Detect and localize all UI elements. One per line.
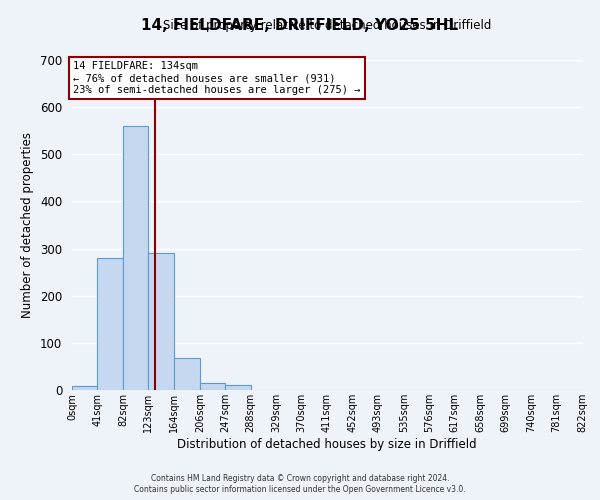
Bar bbox=[148, 254, 174, 390]
Bar bbox=[72, 386, 97, 390]
Y-axis label: Number of detached properties: Number of detached properties bbox=[22, 132, 34, 318]
Bar bbox=[97, 258, 123, 390]
Text: Contains HM Land Registry data © Crown copyright and database right 2024.
Contai: Contains HM Land Registry data © Crown c… bbox=[134, 474, 466, 494]
Title: Size of property relative to detached houses in Driffield: Size of property relative to detached ho… bbox=[163, 20, 491, 32]
Text: 14 FIELDFARE: 134sqm
← 76% of detached houses are smaller (931)
23% of semi-deta: 14 FIELDFARE: 134sqm ← 76% of detached h… bbox=[73, 62, 361, 94]
Bar bbox=[174, 358, 200, 390]
X-axis label: Distribution of detached houses by size in Driffield: Distribution of detached houses by size … bbox=[177, 438, 477, 450]
Bar bbox=[123, 126, 148, 390]
Text: 14, FIELDFARE, DRIFFIELD, YO25 5HL: 14, FIELDFARE, DRIFFIELD, YO25 5HL bbox=[142, 18, 458, 32]
Bar bbox=[225, 386, 251, 390]
Bar bbox=[200, 383, 225, 390]
